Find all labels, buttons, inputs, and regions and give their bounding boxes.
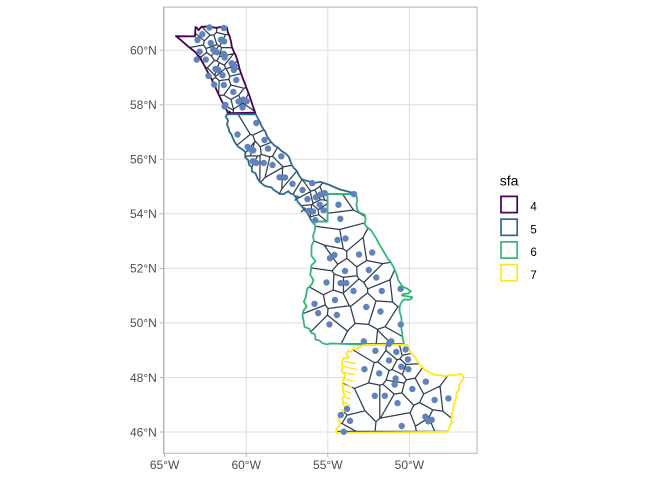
svg-text:7: 7: [530, 270, 536, 282]
svg-text:54°N: 54°N: [130, 207, 157, 221]
svg-text:sfa: sfa: [500, 172, 519, 188]
svg-text:52°N: 52°N: [130, 262, 157, 276]
svg-text:55°W: 55°W: [313, 458, 343, 472]
svg-text:60°W: 60°W: [231, 458, 261, 472]
svg-text:5: 5: [530, 225, 536, 237]
svg-text:48°N: 48°N: [130, 371, 157, 385]
svg-text:60°N: 60°N: [130, 44, 157, 58]
svg-text:65°W: 65°W: [150, 458, 180, 472]
svg-text:58°N: 58°N: [130, 98, 157, 112]
svg-text:6: 6: [530, 247, 536, 259]
svg-text:50°W: 50°W: [395, 458, 425, 472]
svg-text:50°N: 50°N: [130, 316, 157, 330]
svg-text:4: 4: [530, 202, 537, 214]
svg-text:46°N: 46°N: [130, 425, 157, 439]
svg-text:56°N: 56°N: [130, 153, 157, 167]
